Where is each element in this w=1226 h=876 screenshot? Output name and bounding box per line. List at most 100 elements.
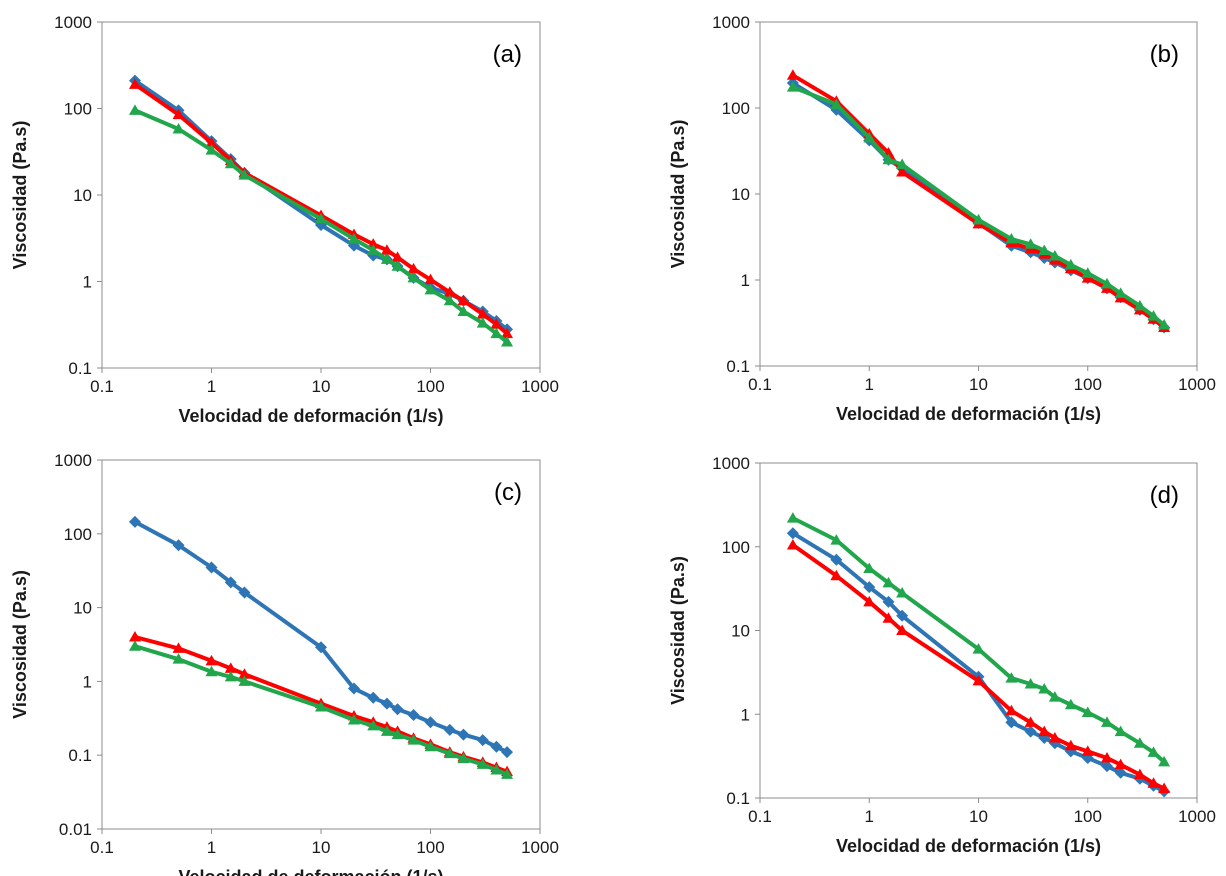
data-point bbox=[1100, 277, 1113, 289]
data-point bbox=[224, 157, 237, 169]
x-tick-label: 10 bbox=[969, 375, 988, 394]
chart-panel-0: 0.1 1 10 100 1000 0.1 1 10 100 1000 Velocidad de d… bbox=[10, 13, 559, 426]
data-point bbox=[443, 747, 456, 759]
data-point bbox=[1048, 691, 1061, 702]
data-point bbox=[128, 78, 141, 89]
data-point bbox=[172, 642, 185, 653]
series-line bbox=[790, 543, 1167, 791]
y-tick-label: 10 bbox=[73, 599, 92, 618]
data-point bbox=[172, 653, 185, 664]
y-tick-label: 1 bbox=[741, 271, 750, 290]
data-point bbox=[863, 581, 876, 594]
data-point bbox=[391, 728, 404, 740]
data-point bbox=[424, 283, 437, 295]
series-2 bbox=[786, 81, 1171, 330]
data-point bbox=[407, 709, 420, 722]
data-point bbox=[786, 512, 799, 523]
x-tick-label: 0.1 bbox=[90, 838, 114, 857]
data-point bbox=[882, 153, 895, 165]
data-point bbox=[1064, 739, 1077, 751]
data-point bbox=[1147, 746, 1160, 757]
y-tick-label: 100 bbox=[722, 99, 750, 118]
series-line bbox=[790, 531, 1167, 794]
data-point bbox=[172, 539, 185, 552]
data-point bbox=[1038, 244, 1051, 256]
data-point bbox=[407, 734, 420, 745]
x-tick-label: 1 bbox=[865, 375, 874, 394]
y-tick-label: 1000 bbox=[54, 13, 92, 32]
x-tick-label: 1 bbox=[207, 377, 216, 396]
data-point bbox=[1024, 716, 1037, 727]
y-tick-label: 1000 bbox=[712, 13, 750, 32]
data-point bbox=[786, 538, 799, 550]
data-point bbox=[786, 81, 799, 92]
x-tick-label: 10 bbox=[312, 377, 331, 396]
x-tick-label: 1000 bbox=[521, 377, 559, 396]
data-point bbox=[972, 643, 985, 654]
data-point bbox=[1081, 745, 1094, 756]
data-point bbox=[1005, 232, 1018, 244]
data-point bbox=[128, 630, 141, 642]
data-point bbox=[424, 273, 437, 285]
data-point bbox=[490, 318, 503, 329]
data-point bbox=[1158, 782, 1171, 793]
data-point bbox=[391, 251, 404, 262]
data-point bbox=[1133, 737, 1146, 748]
x-tick-label: 100 bbox=[416, 838, 444, 857]
data-point bbox=[882, 612, 895, 623]
data-point bbox=[896, 624, 909, 635]
data-point bbox=[172, 122, 185, 134]
data-point bbox=[1038, 725, 1051, 737]
data-point bbox=[391, 703, 404, 716]
data-point bbox=[347, 682, 360, 695]
x-tick-label: 100 bbox=[416, 377, 444, 396]
data-point bbox=[830, 569, 843, 581]
data-point bbox=[501, 327, 514, 339]
series-1 bbox=[786, 69, 1171, 333]
data-point bbox=[380, 253, 393, 264]
data-point bbox=[501, 768, 514, 779]
series-0 bbox=[786, 77, 1171, 334]
panel-label: (c) bbox=[494, 479, 522, 506]
plot-frame bbox=[759, 462, 1198, 799]
data-point bbox=[367, 244, 380, 255]
data-point bbox=[205, 665, 218, 677]
data-point bbox=[1005, 704, 1018, 716]
data-point bbox=[424, 716, 437, 729]
data-point bbox=[238, 586, 251, 599]
y-tick-label: 1 bbox=[83, 273, 92, 292]
data-point bbox=[972, 674, 985, 686]
x-tick-label: 1000 bbox=[521, 838, 559, 857]
x-tick-label: 1000 bbox=[1178, 375, 1216, 394]
data-point bbox=[224, 670, 237, 682]
x-tick-label: 1 bbox=[865, 807, 874, 826]
series-line bbox=[133, 519, 509, 755]
data-point bbox=[315, 700, 327, 712]
data-point bbox=[1114, 725, 1127, 737]
data-point bbox=[863, 562, 876, 573]
data-point bbox=[315, 641, 327, 654]
x-tick-label: 1000 bbox=[1178, 807, 1216, 826]
data-point bbox=[367, 719, 380, 731]
data-point bbox=[380, 697, 393, 710]
y-axis-title: Viscosidad (Pa.s) bbox=[668, 556, 688, 705]
series-2 bbox=[128, 640, 514, 779]
data-point bbox=[391, 260, 404, 271]
plot-frame bbox=[759, 21, 1198, 367]
data-point bbox=[128, 515, 141, 528]
data-point bbox=[347, 232, 360, 244]
data-point bbox=[367, 238, 380, 249]
y-tick-label: 0.1 bbox=[726, 789, 750, 808]
data-point bbox=[786, 69, 799, 80]
data-point bbox=[1064, 258, 1077, 270]
data-point bbox=[457, 752, 470, 764]
x-tick-label: 10 bbox=[969, 807, 988, 826]
data-point bbox=[367, 691, 380, 704]
data-point bbox=[424, 740, 437, 752]
y-tick-label: 10 bbox=[731, 622, 750, 641]
y-tick-label: 100 bbox=[64, 100, 92, 119]
series-1 bbox=[786, 538, 1171, 793]
data-point bbox=[315, 212, 327, 224]
data-point bbox=[1133, 299, 1146, 311]
chart-panel-2: 0.111010010000.010.11101001000Velocidad … bbox=[10, 451, 559, 876]
